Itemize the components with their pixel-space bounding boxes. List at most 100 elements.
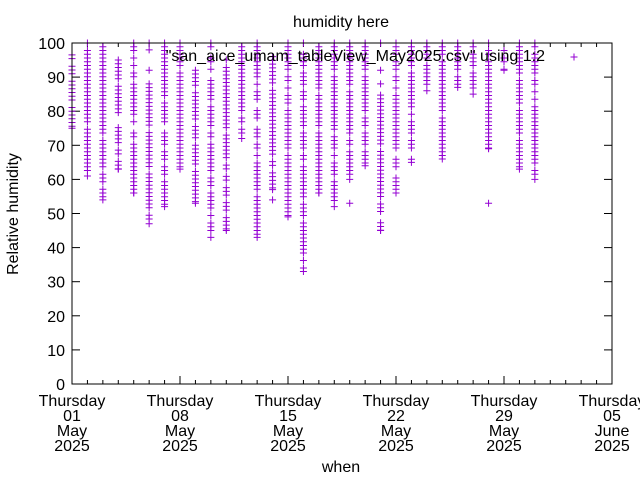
data-point	[346, 140, 354, 148]
data-point	[253, 73, 261, 81]
data-point	[515, 129, 523, 137]
x-tick-label: 2025	[486, 438, 522, 455]
data-point	[176, 165, 184, 173]
data-point	[515, 165, 523, 173]
data-point	[531, 43, 539, 51]
data-point	[222, 154, 230, 162]
data-point	[238, 107, 246, 115]
x-tick-label: Thursday	[147, 393, 214, 410]
data-point	[130, 47, 138, 55]
data-point	[361, 162, 369, 170]
data-point	[207, 43, 215, 51]
data-point	[284, 99, 292, 107]
data-point	[299, 95, 307, 103]
data-point	[161, 170, 169, 178]
x-tick-label: Thursday	[579, 393, 640, 410]
data-point	[346, 129, 354, 137]
x-axis-label: when	[321, 459, 360, 476]
data-point	[222, 206, 230, 214]
data-point	[299, 122, 307, 130]
data-point	[423, 87, 431, 95]
data-point	[207, 58, 215, 66]
data-point	[438, 155, 446, 163]
y-tick-label: 20	[47, 309, 65, 326]
data-point	[515, 69, 523, 77]
data-point	[377, 80, 385, 88]
data-point	[531, 175, 539, 183]
data-point	[145, 204, 153, 212]
data-point	[222, 165, 230, 173]
data-point	[469, 43, 477, 51]
data-point	[269, 161, 277, 169]
data-point	[130, 189, 138, 197]
data-point	[407, 103, 415, 111]
x-tick-label: 01	[63, 408, 81, 425]
data-point	[531, 69, 539, 77]
data-point	[299, 62, 307, 70]
x-tick-label: 05	[603, 408, 621, 425]
legend-sample-marker	[570, 53, 578, 61]
data-point	[161, 203, 169, 211]
data-point	[191, 160, 199, 168]
data-point	[485, 145, 493, 153]
data-point	[99, 196, 107, 204]
data-point	[176, 62, 184, 70]
data-point	[438, 107, 446, 115]
x-tick-label: May	[165, 423, 195, 440]
data-point	[485, 50, 493, 58]
data-point	[269, 196, 277, 204]
data-point	[330, 197, 338, 205]
data-point	[299, 267, 307, 275]
data-point	[207, 133, 215, 141]
data-point	[253, 152, 261, 160]
data-point	[253, 95, 261, 103]
data-point	[114, 109, 122, 117]
data-point	[238, 118, 246, 126]
x-tick-label: May	[273, 423, 303, 440]
x-tick-label: 29	[495, 408, 513, 425]
data-point	[284, 65, 292, 73]
data-point	[191, 115, 199, 123]
x-tick-label: May	[381, 423, 411, 440]
data-point	[454, 83, 462, 91]
data-point	[253, 114, 261, 122]
data-point	[284, 213, 292, 221]
data-point	[207, 167, 215, 175]
data-point	[299, 249, 307, 257]
data-point	[330, 144, 338, 152]
y-tick-label: 80	[47, 104, 65, 121]
data-point	[83, 172, 91, 180]
data-point	[299, 155, 307, 163]
data-point	[423, 80, 431, 88]
data-point	[207, 122, 215, 130]
data-point	[130, 73, 138, 81]
data-point	[99, 163, 107, 171]
x-tick-label: May	[489, 423, 519, 440]
legend-marker-icon	[570, 53, 578, 61]
data-point	[454, 65, 462, 73]
y-tick-label: 40	[47, 241, 65, 258]
data-points	[68, 39, 539, 275]
data-point	[114, 165, 122, 173]
x-tick-label: 2025	[54, 438, 90, 455]
plot-border	[71, 42, 613, 385]
data-point	[207, 227, 215, 235]
data-point	[377, 192, 385, 200]
data-point	[161, 118, 169, 126]
x-tick-label: Thursday	[39, 393, 106, 410]
data-point	[238, 134, 246, 142]
x-tick-label: 2025	[270, 438, 306, 455]
data-point	[99, 178, 107, 186]
data-point	[299, 193, 307, 201]
data-point	[515, 99, 523, 107]
data-point	[130, 133, 138, 141]
data-point	[130, 118, 138, 126]
data-point	[330, 152, 338, 160]
data-point	[407, 62, 415, 70]
x-tick-label: 2025	[594, 438, 630, 455]
data-point	[161, 140, 169, 148]
data-point	[253, 233, 261, 241]
data-point	[191, 81, 199, 89]
chart-title: humidity here	[293, 14, 389, 31]
x-tick-label: 2025	[162, 438, 198, 455]
